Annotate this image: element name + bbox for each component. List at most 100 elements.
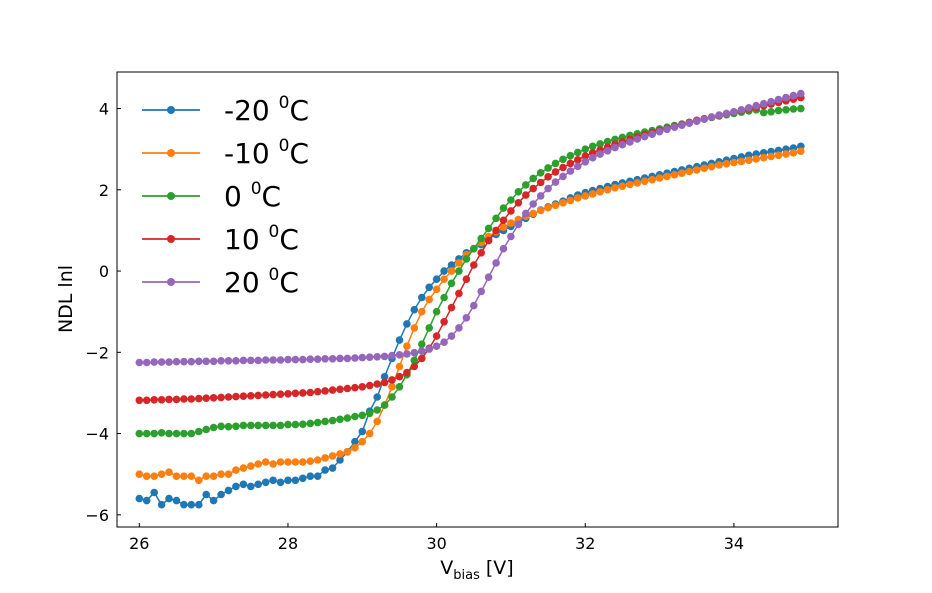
- legend-label-value: -10: [224, 137, 279, 170]
- data-point: [269, 421, 277, 430]
- data-point: [328, 452, 337, 460]
- data-point: [581, 192, 590, 200]
- data-point: [172, 395, 181, 404]
- data-point: [299, 389, 307, 397]
- data-point: [157, 396, 166, 404]
- data-point: [507, 196, 515, 204]
- data-point: [142, 396, 151, 405]
- data-point: [343, 354, 352, 363]
- data-point: [142, 472, 151, 481]
- legend-item: -20 0C: [142, 93, 309, 127]
- data-point: [440, 293, 448, 302]
- data-point: [150, 472, 158, 481]
- data-point: [425, 324, 434, 332]
- x-tick-label: 30: [426, 534, 446, 553]
- data-point: [418, 354, 426, 363]
- data-point: [395, 372, 404, 381]
- data-point: [759, 108, 768, 117]
- data-point: [261, 421, 270, 430]
- data-point: [484, 236, 493, 245]
- data-point: [358, 437, 367, 446]
- data-point: [797, 147, 805, 155]
- data-point: [559, 155, 567, 164]
- data-point: [603, 137, 612, 146]
- data-point: [470, 244, 478, 253]
- legend-label-unit: C: [289, 94, 309, 127]
- data-point: [559, 163, 567, 172]
- data-point: [440, 338, 448, 347]
- data-point: [752, 101, 760, 110]
- data-point: [730, 108, 738, 116]
- legend-label-value: 20: [224, 266, 269, 299]
- data-point: [477, 287, 486, 296]
- data-point: [239, 464, 248, 472]
- data-point: [247, 356, 255, 365]
- legend-label: 10 0C: [224, 222, 299, 256]
- data-point: [440, 318, 448, 326]
- data-point: [313, 418, 322, 427]
- data-point: [551, 178, 560, 186]
- data-point: [774, 151, 783, 160]
- data-point: [187, 395, 196, 403]
- data-point: [395, 362, 404, 371]
- data-point: [209, 357, 218, 366]
- data-point: [306, 388, 315, 397]
- legend-label-superscript: 0: [279, 136, 290, 156]
- data-point: [470, 261, 478, 269]
- data-point: [135, 358, 144, 367]
- data-point: [142, 358, 151, 367]
- data-point: [261, 356, 270, 364]
- data-point: [588, 190, 597, 198]
- data-point: [380, 401, 389, 409]
- data-point: [507, 207, 515, 215]
- data-point: [700, 164, 708, 173]
- data-point: [403, 368, 411, 377]
- data-point: [484, 273, 493, 282]
- data-point: [284, 355, 292, 364]
- x-tick-label: 32: [575, 534, 595, 553]
- data-point: [544, 164, 552, 172]
- data-point: [313, 355, 322, 364]
- data-point: [276, 478, 285, 487]
- data-point: [306, 472, 315, 481]
- data-point: [336, 456, 344, 464]
- data-point: [157, 470, 166, 479]
- data-point: [492, 214, 500, 223]
- data-point: [440, 275, 448, 284]
- y-tick-label: −6: [85, 506, 109, 525]
- data-point: [447, 267, 456, 275]
- data-point: [313, 472, 322, 481]
- x-axis-label-subscript: bias: [453, 568, 480, 583]
- data-point: [611, 184, 619, 192]
- data-point: [291, 389, 300, 398]
- legend-swatch-marker: [167, 149, 175, 157]
- legend-item: 0 0C: [142, 179, 281, 213]
- data-point: [247, 392, 255, 400]
- data-point: [380, 352, 389, 361]
- data-point: [670, 171, 679, 179]
- data-point: [544, 203, 552, 212]
- data-point: [693, 117, 701, 125]
- series-20: [135, 89, 805, 367]
- y-tick-label: 0: [99, 262, 109, 281]
- data-point: [722, 109, 731, 118]
- data-point: [261, 391, 270, 399]
- data-point: [254, 460, 262, 468]
- data-point: [648, 130, 656, 138]
- data-point: [670, 123, 679, 131]
- data-point: [365, 353, 374, 362]
- data-point: [462, 275, 471, 284]
- data-point: [789, 149, 798, 157]
- data-point: [269, 476, 277, 485]
- data-point: [559, 199, 567, 207]
- data-point: [633, 135, 642, 143]
- data-point: [284, 420, 292, 429]
- series-layer: [135, 89, 805, 509]
- data-point: [529, 184, 537, 193]
- data-point: [365, 429, 374, 438]
- data-point: [187, 429, 196, 438]
- data-point: [276, 421, 285, 430]
- data-point: [499, 244, 508, 253]
- data-point: [328, 416, 337, 425]
